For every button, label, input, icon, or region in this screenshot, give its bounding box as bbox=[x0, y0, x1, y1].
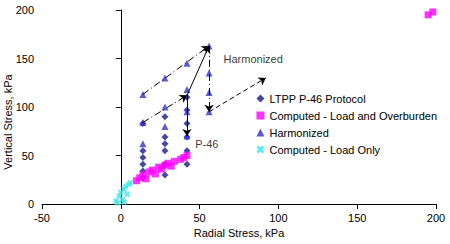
svg-text:LTPP P-46 Protocol: LTPP P-46 Protocol bbox=[269, 93, 365, 105]
svg-text:200: 200 bbox=[16, 4, 34, 16]
svg-text:200: 200 bbox=[427, 212, 445, 224]
svg-text:Vertical Stress, kPa: Vertical Stress, kPa bbox=[2, 73, 14, 169]
svg-text:Harmonized: Harmonized bbox=[269, 127, 328, 139]
svg-text:50: 50 bbox=[193, 212, 205, 224]
svg-text:50: 50 bbox=[22, 150, 34, 162]
svg-text:0: 0 bbox=[118, 212, 124, 224]
svg-text:100: 100 bbox=[16, 101, 34, 113]
svg-text:P-46: P-46 bbox=[195, 138, 218, 150]
svg-text:150: 150 bbox=[16, 53, 34, 65]
svg-text:Radial Stress, kPa: Radial Stress, kPa bbox=[194, 227, 285, 239]
svg-text:100: 100 bbox=[269, 212, 287, 224]
svg-text:Computed - Load Only: Computed - Load Only bbox=[269, 144, 380, 156]
svg-text:-50: -50 bbox=[34, 212, 50, 224]
svg-text:0: 0 bbox=[28, 198, 34, 210]
svg-text:Harmonized: Harmonized bbox=[224, 53, 283, 65]
svg-text:Computed - Load and Overburden: Computed - Load and Overburden bbox=[269, 110, 437, 122]
svg-text:150: 150 bbox=[348, 212, 366, 224]
